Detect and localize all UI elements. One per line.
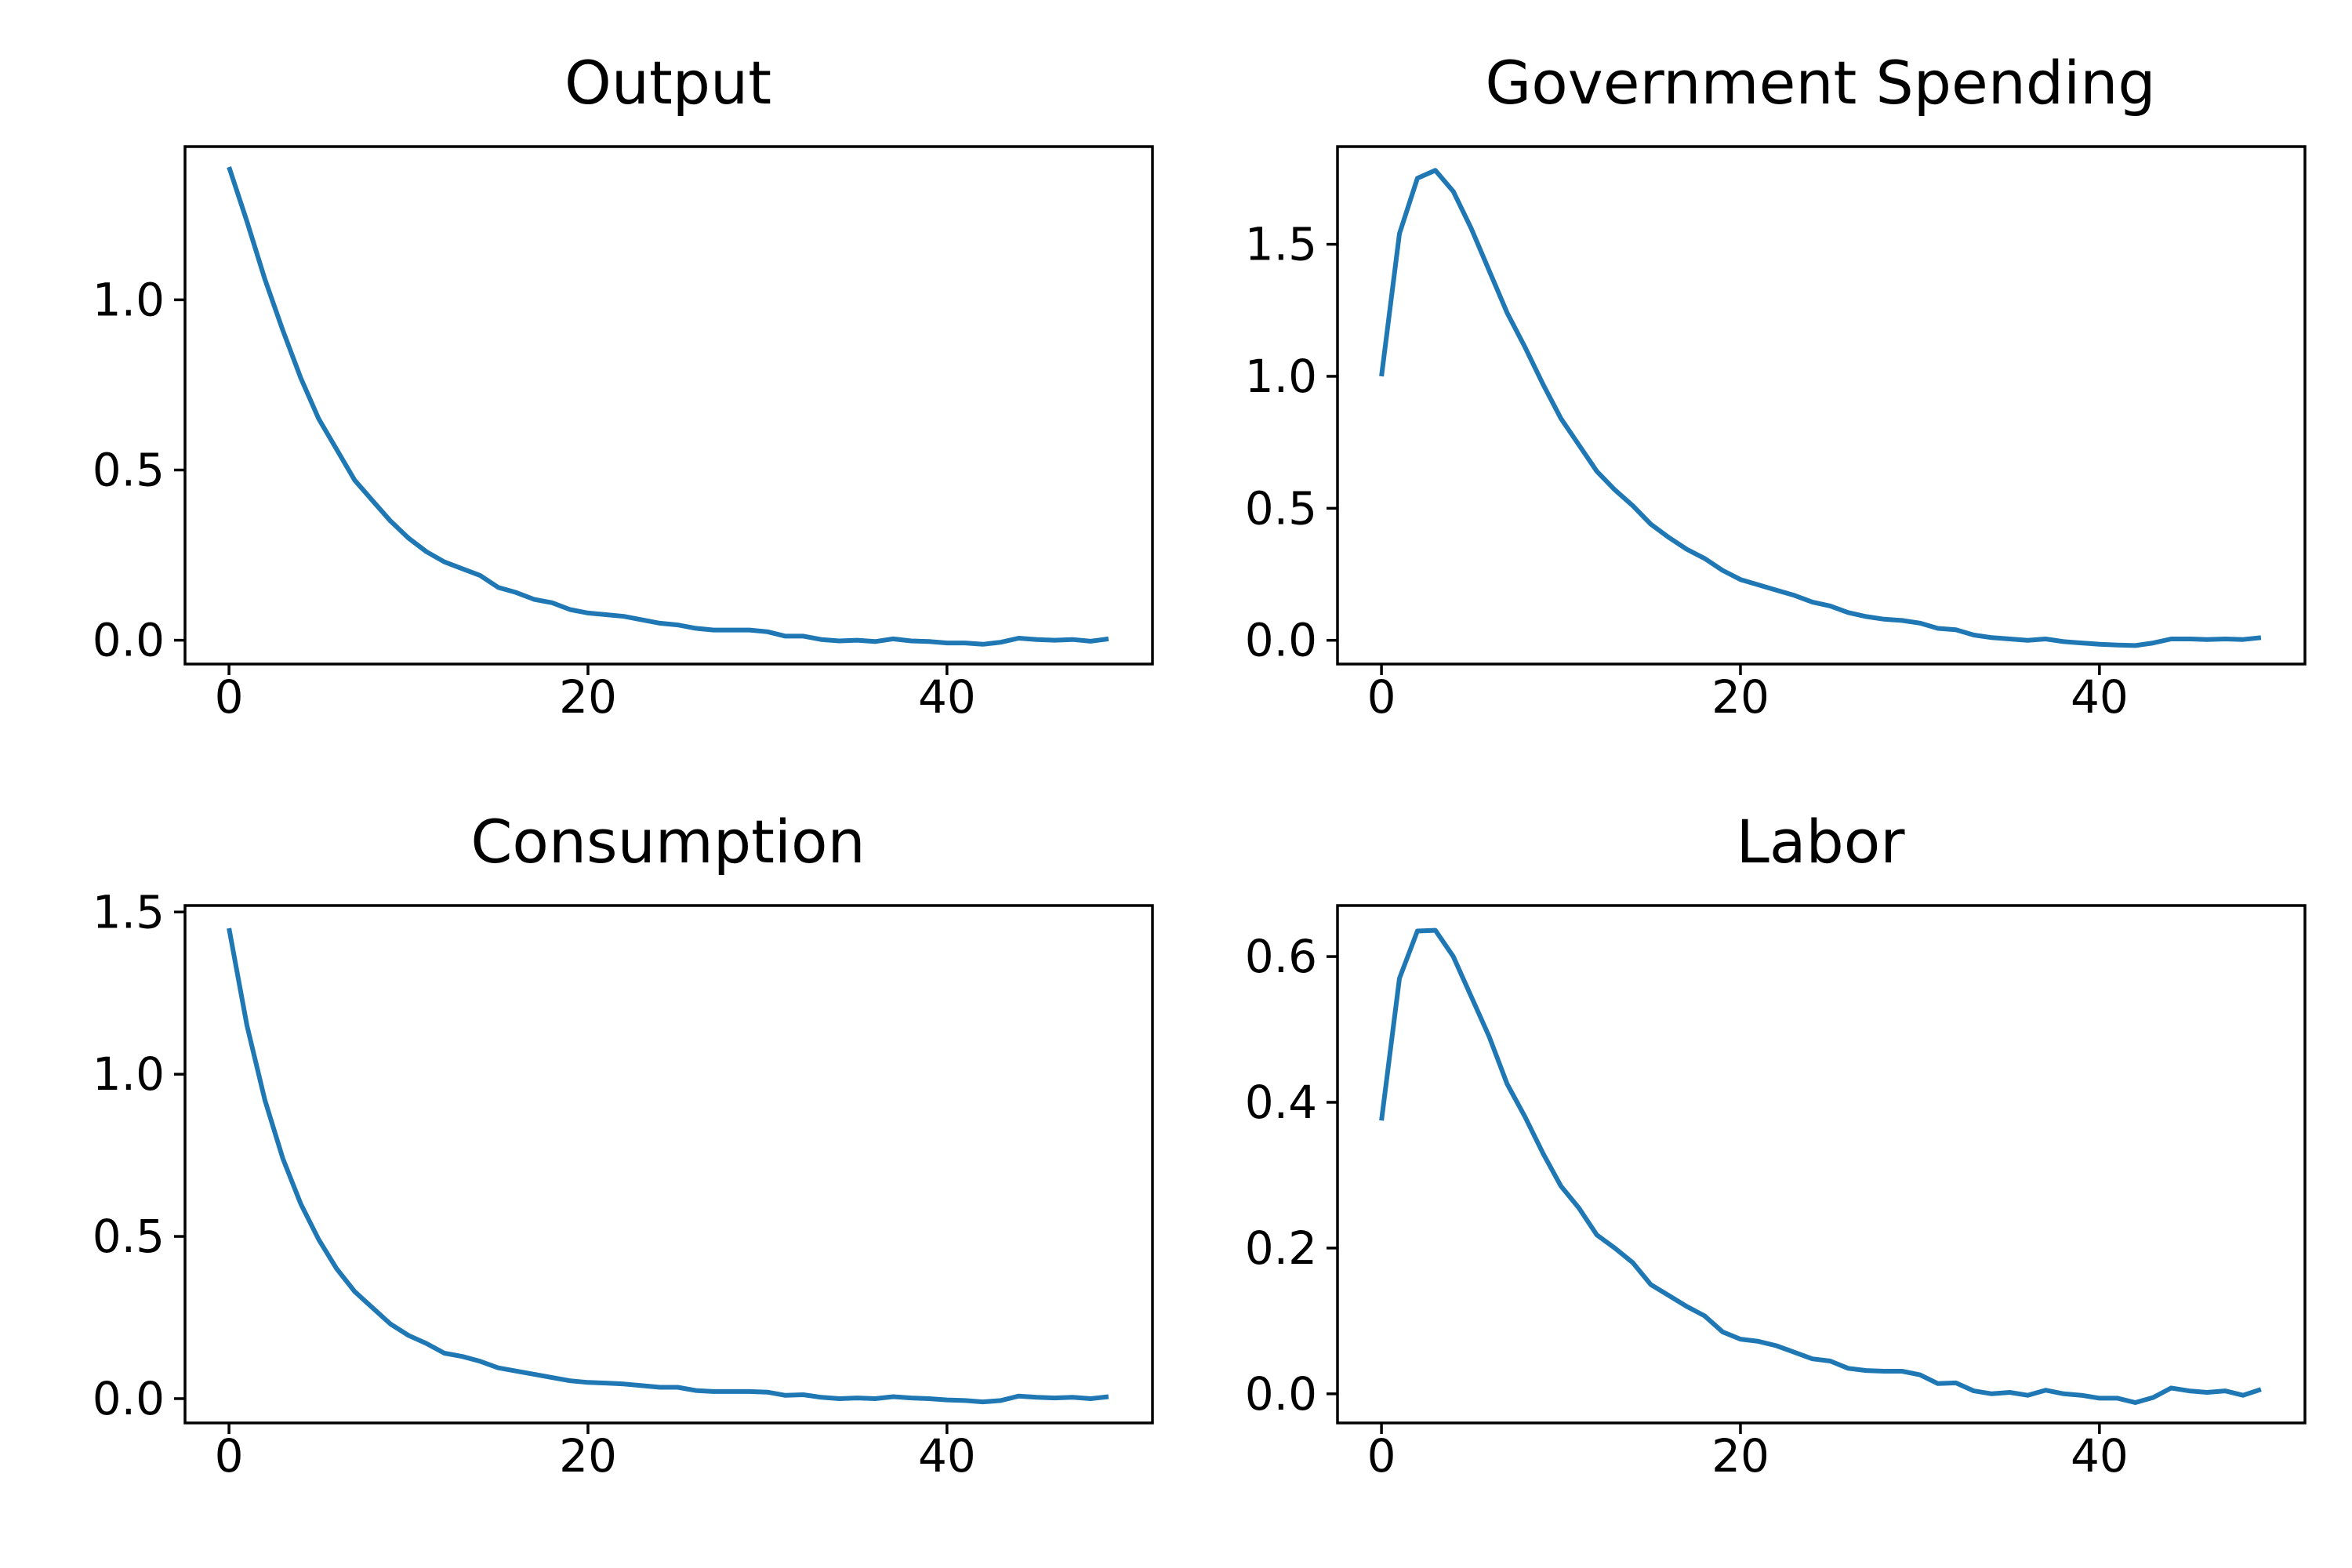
consumption-ytick-label: 0.5 [93, 1210, 165, 1263]
government-spending-axes: 0 20 40 0.0 0.5 1.0 1.5 [1245, 218, 2129, 724]
output-ytick-label: 1.0 [93, 273, 165, 326]
government-spending-axes-frame [1336, 145, 2307, 666]
consumption-axes: 0 20 40 0.0 0.5 1.0 1.5 [93, 885, 976, 1483]
consumption-axes-frame [183, 904, 1154, 1425]
labor-ytick-label: 0.0 [1245, 1367, 1317, 1421]
labor-title: Labor [1737, 807, 1906, 877]
government-spending-ytick-label: 1.0 [1245, 350, 1317, 403]
consumption-xtick-label: 40 [918, 1429, 976, 1483]
consumption-xtick-label: 0 [215, 1429, 244, 1483]
government-spending-ytick-label: 0.5 [1245, 481, 1317, 535]
consumption-line [227, 927, 1109, 1405]
labor-ytick-label: 0.6 [1245, 930, 1317, 983]
labor-line [1379, 927, 2262, 1405]
labor-ytick-label: 0.2 [1245, 1221, 1317, 1275]
output-ytick-label: 0.0 [93, 614, 165, 667]
government-spending-xtick-label: 20 [1711, 670, 1769, 724]
output-ytick-label: 0.5 [93, 444, 165, 497]
labor-xtick-label: 0 [1367, 1429, 1396, 1483]
consumption-ytick-label: 1.5 [93, 885, 165, 938]
government-spending-ytick-label: 0.0 [1245, 614, 1317, 667]
output-title: Output [564, 48, 771, 118]
government-spending-panel: Government Spending 0 20 40 0.0 0.5 1.0 1.5 [1245, 48, 2307, 724]
labor-xtick-label: 20 [1711, 1429, 1769, 1483]
labor-panel: Labor 0 20 40 0.0 0.2 0.4 0.6 [1245, 807, 2307, 1483]
government-spending-xtick-label: 0 [1367, 670, 1396, 724]
labor-axes: 0 20 40 0.0 0.2 0.4 0.6 [1245, 930, 2129, 1483]
labor-axes-frame [1336, 904, 2307, 1425]
government-spending-title: Government Spending [1485, 48, 2155, 118]
output-xtick-label: 40 [918, 670, 976, 724]
consumption-panel: Consumption 0 20 40 0.0 0.5 1.0 1.5 [93, 807, 1154, 1483]
government-spending-xtick-label: 40 [2071, 670, 2129, 724]
output-axes-frame [183, 145, 1154, 666]
output-panel: Output 0 20 40 0.0 0.5 1.0 [93, 48, 1154, 724]
consumption-title: Consumption [470, 807, 865, 877]
consumption-ytick-label: 1.0 [93, 1047, 165, 1101]
government-spending-ytick-label: 1.5 [1245, 218, 1317, 271]
consumption-xtick-label: 20 [559, 1429, 617, 1483]
consumption-ytick-label: 0.0 [93, 1372, 165, 1425]
labor-xtick-label: 40 [2071, 1429, 2129, 1483]
output-xtick-label: 20 [559, 670, 617, 724]
labor-ytick-label: 0.4 [1245, 1076, 1317, 1129]
output-axes: 0 20 40 0.0 0.5 1.0 [93, 273, 976, 724]
output-line [227, 166, 1109, 647]
government-spending-line [1379, 168, 2262, 648]
output-xtick-label: 0 [215, 670, 244, 724]
